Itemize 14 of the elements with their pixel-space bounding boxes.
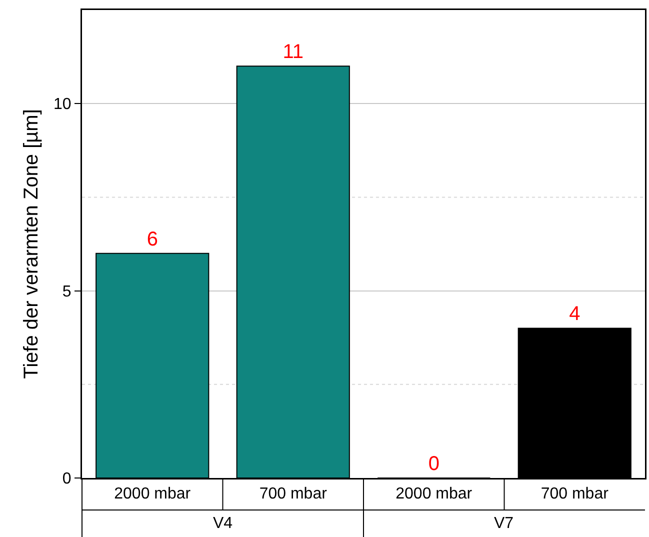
data-label: 6 bbox=[146, 228, 158, 250]
y-axis-title: Tiefe der verarmten Zone [µm] bbox=[20, 109, 42, 379]
data-label: 11 bbox=[282, 41, 304, 64]
y-tick-label: 5 bbox=[62, 283, 72, 300]
x-tick-label: 700 mbar bbox=[540, 486, 610, 503]
x-tick-label: 2000 mbar bbox=[114, 486, 192, 503]
y-tick-label: 10 bbox=[54, 96, 72, 114]
text: V7 bbox=[494, 515, 514, 532]
x-tick-label: 2000 mbar bbox=[396, 486, 473, 503]
data-label: 4 bbox=[569, 303, 580, 326]
data-label: 0 bbox=[428, 453, 440, 475]
y-tick-label: 0 bbox=[62, 470, 72, 488]
text: V4 bbox=[213, 515, 233, 532]
x-tick-label: 700 mbar bbox=[259, 486, 328, 503]
